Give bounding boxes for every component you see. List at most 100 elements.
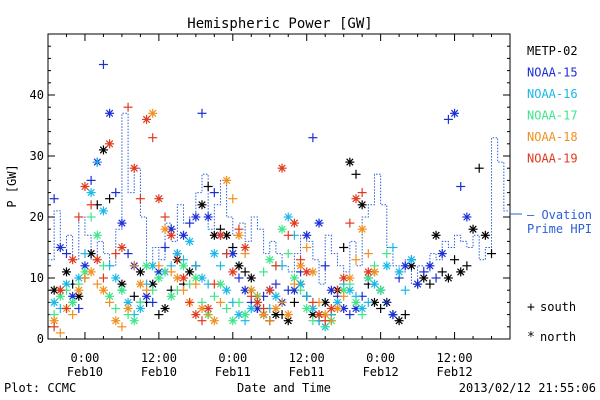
data-point	[271, 279, 281, 289]
data-point	[203, 304, 213, 313]
data-point	[55, 328, 65, 338]
point-stroke	[247, 274, 255, 282]
point-stroke	[186, 268, 194, 276]
data-point	[222, 230, 232, 240]
data-point	[246, 285, 256, 295]
data-point	[388, 310, 398, 320]
data-point	[326, 304, 336, 313]
point-stroke	[118, 280, 126, 288]
data-point	[425, 261, 435, 271]
point-stroke	[136, 268, 145, 276]
data-point	[154, 310, 164, 320]
ovation-step-line	[48, 112, 510, 285]
data-point	[154, 194, 164, 204]
data-point	[105, 194, 115, 204]
data-point	[179, 273, 189, 283]
point-stroke	[352, 195, 360, 203]
point-stroke	[333, 304, 342, 313]
data-point	[345, 218, 355, 228]
data-point	[209, 188, 219, 198]
data-point	[123, 102, 133, 112]
data-point	[191, 212, 201, 222]
data-point	[351, 255, 361, 265]
marker-legend-symbol-south: +	[527, 300, 535, 315]
data-point	[172, 249, 182, 259]
data-point	[209, 291, 219, 301]
point-stroke	[62, 280, 71, 288]
point-stroke	[112, 274, 120, 282]
data-point	[487, 249, 497, 259]
data-point	[215, 261, 225, 271]
data-point	[382, 261, 392, 271]
x-tick-date: Feb12	[436, 365, 472, 379]
data-point	[111, 304, 121, 313]
data-point	[74, 212, 84, 222]
point-stroke	[87, 268, 95, 276]
point-stroke	[303, 304, 311, 313]
data-point	[49, 316, 59, 326]
data-point	[289, 297, 299, 307]
point-stroke	[105, 140, 114, 148]
point-stroke	[155, 268, 163, 276]
point-stroke	[130, 164, 138, 172]
point-stroke	[358, 225, 366, 233]
data-point	[191, 310, 201, 320]
data-point	[117, 243, 127, 252]
x-axis-ticks: 0:00Feb1012:00Feb100:00Feb1112:00Feb110:…	[47, 34, 511, 379]
data-point	[49, 194, 59, 204]
data-point	[61, 249, 71, 259]
point-stroke	[259, 310, 268, 319]
point-stroke	[247, 286, 255, 294]
data-point	[185, 267, 195, 277]
data-point	[191, 279, 201, 289]
data-point	[117, 279, 127, 289]
data-point	[283, 212, 293, 222]
point-stroke	[216, 231, 225, 239]
data-point	[376, 285, 386, 295]
footer-timestamp: 2013/02/12 21:55:06	[459, 381, 596, 395]
data-point	[203, 212, 213, 222]
point-stroke	[358, 304, 366, 313]
point-stroke	[105, 109, 114, 117]
point-stroke	[210, 317, 218, 325]
data-point	[456, 267, 466, 277]
data-point	[259, 267, 269, 277]
data-point	[456, 182, 466, 191]
point-stroke	[87, 249, 95, 258]
data-point	[80, 182, 90, 191]
data-point	[80, 249, 90, 259]
data-point	[363, 267, 373, 277]
data-point	[271, 261, 281, 271]
data-point	[228, 316, 238, 326]
data-point	[86, 267, 96, 277]
point-stroke	[413, 280, 422, 288]
point-stroke	[179, 274, 188, 282]
point-stroke	[167, 231, 175, 239]
point-stroke	[346, 286, 354, 294]
data-point	[437, 267, 447, 277]
data-point	[222, 304, 232, 313]
data-point	[394, 316, 404, 326]
data-point	[92, 255, 102, 265]
data-point	[111, 316, 121, 326]
x-tick-date: Feb10	[141, 365, 177, 379]
data-point	[320, 316, 330, 326]
data-point	[252, 297, 262, 307]
point-stroke	[50, 298, 58, 307]
data-point	[333, 285, 343, 295]
point-stroke	[303, 231, 311, 239]
data-point	[105, 108, 115, 118]
data-point	[197, 200, 207, 210]
data-point	[382, 249, 392, 259]
data-point	[339, 273, 349, 283]
point-stroke	[149, 109, 157, 117]
point-stroke	[340, 286, 348, 294]
data-point	[400, 261, 410, 271]
data-point	[123, 304, 133, 313]
point-stroke	[469, 225, 477, 233]
point-stroke	[75, 292, 83, 300]
x-tick-time: 0:00	[218, 351, 247, 365]
data-point	[351, 169, 361, 179]
point-stroke	[352, 304, 360, 313]
point-stroke	[296, 280, 305, 288]
